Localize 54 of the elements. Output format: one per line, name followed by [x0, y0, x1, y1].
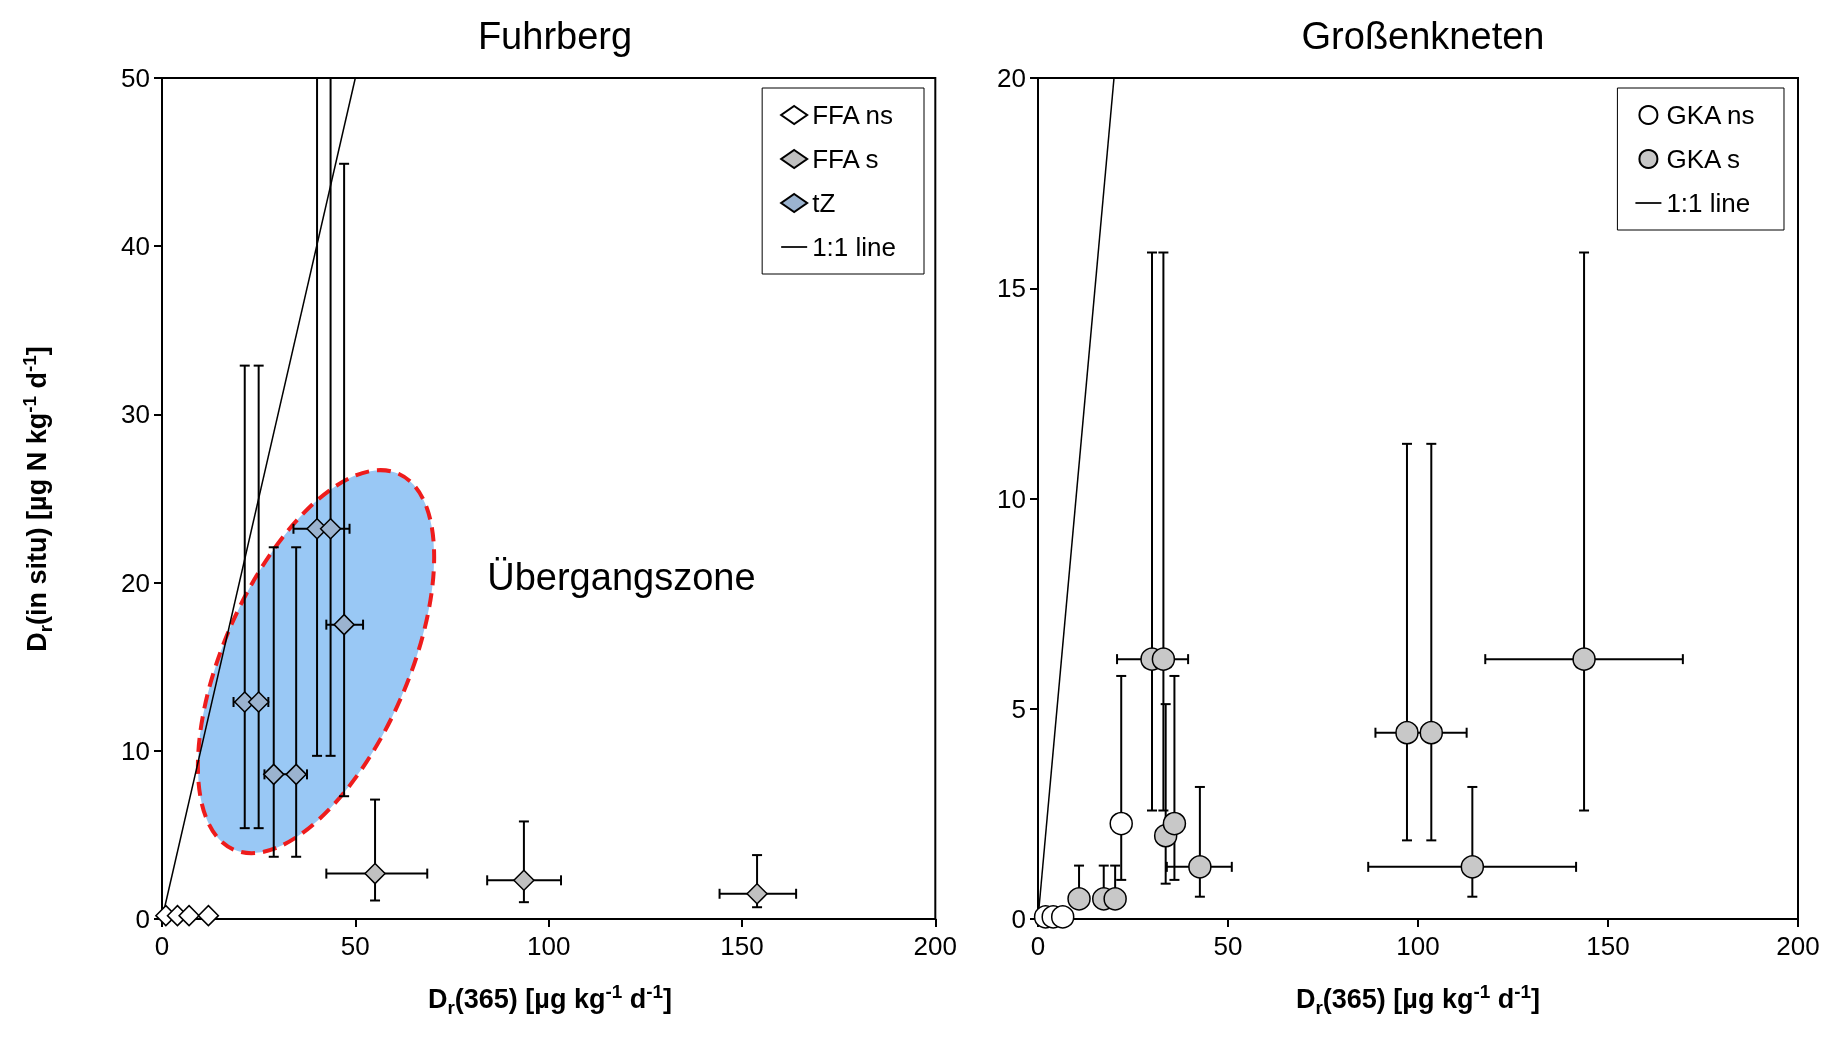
point [513, 869, 535, 892]
point [1572, 647, 1596, 671]
x-tick-label: 0 [154, 931, 170, 961]
point [746, 883, 768, 905]
legend-label: tZ [812, 188, 836, 218]
x-tick-label: 200 [913, 931, 958, 961]
legend-label: GKA s [1666, 144, 1741, 174]
x-tick-label: 150 [1586, 931, 1630, 961]
point [1103, 887, 1127, 911]
y-tick-label: 40 [121, 231, 150, 262]
point [364, 862, 386, 885]
chart-title: Großenkneten [1301, 15, 1545, 57]
point [1162, 811, 1187, 836]
point [1419, 720, 1444, 745]
x-tick-label: 150 [720, 931, 764, 961]
x-tick-label: 0 [1030, 931, 1046, 961]
point [1460, 855, 1485, 879]
chart-title: Fuhrberg [477, 15, 633, 57]
y-tick-label: 10 [997, 483, 1026, 514]
annotation: Übergangszone [487, 556, 756, 599]
point [1067, 887, 1091, 911]
legend-label: FFA ns [812, 100, 894, 130]
point [262, 763, 285, 786]
x-axis-title: D$_{r}$(365) [µg kg$^{-1}$ d$^{-1}$] [1294, 981, 1541, 1020]
x-tick-label: 50 [340, 931, 370, 961]
point [333, 613, 355, 636]
point [319, 518, 342, 540]
x-tick-label: 100 [526, 931, 571, 961]
point [178, 904, 200, 927]
y-tick-label: 15 [997, 273, 1026, 304]
y-tick-label: 50 [121, 63, 150, 93]
y-tick-label: 30 [121, 399, 150, 430]
point [1188, 855, 1212, 879]
legend-label: 1:1 line [812, 232, 896, 262]
x-tick-label: 200 [1776, 931, 1820, 961]
point [1395, 720, 1419, 745]
y-tick-label: 5 [1011, 693, 1026, 724]
legend-label: GKA ns [1666, 100, 1755, 130]
legend-label: 1:1 line [1666, 188, 1751, 218]
y-tick-label: 20 [121, 567, 150, 598]
x-tick-label: 50 [1213, 931, 1243, 961]
point [197, 904, 220, 927]
point [285, 763, 307, 786]
y-tick-label: 0 [1011, 904, 1026, 934]
x-tick-label: 100 [1396, 931, 1440, 961]
point [1050, 905, 1075, 929]
legend-label: FFA s [812, 144, 879, 174]
point [1151, 647, 1176, 671]
x-axis-title: D$_{r}$(365) [µg kg$^{-1}$ d$^{-1}$] [426, 981, 673, 1020]
point [1109, 811, 1133, 836]
point [247, 691, 270, 713]
y-tick-label: 0 [135, 904, 150, 934]
y-tick-label: 10 [121, 735, 150, 766]
y-tick-label: 20 [997, 63, 1026, 93]
